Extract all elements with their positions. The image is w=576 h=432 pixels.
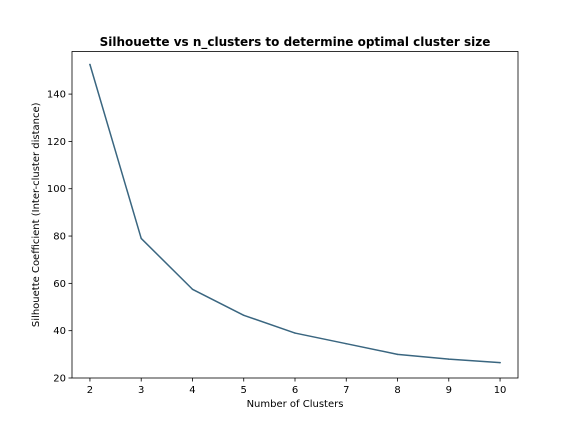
- y-axis-label: Silhouette Coefficient (Inter-cluster di…: [31, 102, 42, 327]
- x-tick-label: 3: [138, 385, 144, 396]
- series-line: [89, 63, 501, 364]
- plot-area: 2 3 4 5 6 7 8 9 10 20 40 60 80 100 120 140: [47, 51, 519, 396]
- x-tick-label: 2: [87, 385, 93, 396]
- x-tick-label: 8: [394, 385, 400, 396]
- data-point: [499, 361, 501, 364]
- data-point: [191, 288, 194, 291]
- data-point: [242, 314, 245, 317]
- y-tick-label: 40: [53, 326, 66, 337]
- x-tick-label: 10: [494, 385, 507, 396]
- y-tick-label: 120: [47, 137, 66, 148]
- data-point: [294, 332, 296, 334]
- data-point: [396, 353, 399, 356]
- plot-frame: [71, 51, 519, 379]
- x-tick-label: 7: [343, 385, 349, 396]
- data-point: [140, 237, 142, 240]
- x-axis-label: Number of Clusters: [247, 399, 344, 410]
- y-tick-label: 100: [47, 184, 66, 195]
- x-tick-label: 6: [292, 385, 298, 396]
- x-tick-label: 9: [446, 385, 452, 396]
- y-tick-label: 20: [53, 374, 66, 385]
- y-axis: 20 40 60 80 100 120 140: [47, 90, 72, 385]
- y-tick-label: 140: [47, 90, 66, 101]
- x-tick-label: 4: [189, 385, 195, 396]
- x-axis: 2 3 4 5 6 7 8 9 10: [87, 378, 507, 396]
- y-tick-label: 80: [53, 232, 66, 243]
- series-group: [89, 63, 501, 364]
- y-tick-label: 60: [53, 279, 66, 290]
- x-tick-label: 5: [241, 385, 247, 396]
- data-point: [89, 63, 91, 66]
- data-point: [345, 342, 348, 345]
- chart-title: Silhouette vs n_clusters to determine op…: [100, 35, 491, 50]
- data-point: [448, 358, 450, 360]
